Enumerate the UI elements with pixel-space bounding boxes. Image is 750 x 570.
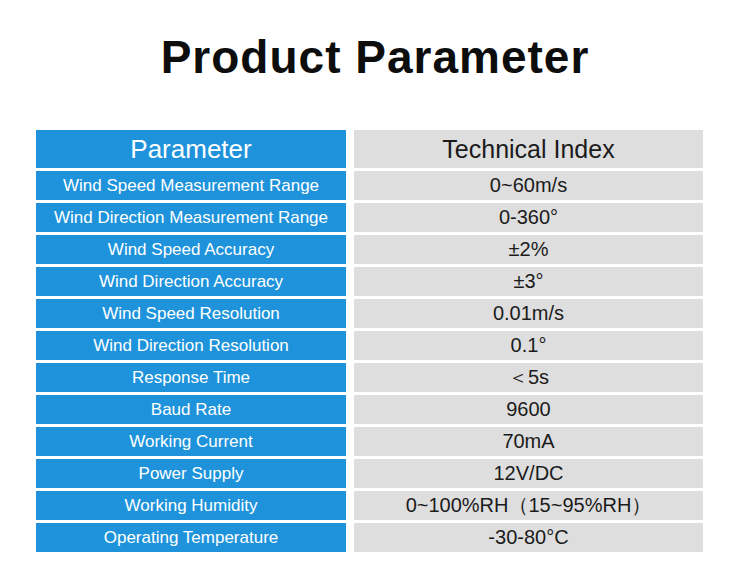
value-cell: 70mA	[354, 427, 703, 456]
parameter-cell: Working Current	[36, 427, 346, 456]
parameter-cell: Response Time	[36, 363, 346, 392]
value-cell: ±2%	[354, 235, 703, 264]
table-header-parameter: Parameter	[36, 130, 346, 168]
value-cell: 12V/DC	[354, 459, 703, 488]
parameter-cell: Power Supply	[36, 459, 346, 488]
value-cell: 0.1°	[354, 331, 703, 360]
parameter-cell: Wind Direction Measurement Range	[36, 203, 346, 232]
parameter-cell: Working Humidity	[36, 491, 346, 520]
parameter-table: Parameter Technical Index Wind Speed Mea…	[36, 130, 703, 552]
value-cell: -30-80°C	[354, 523, 703, 552]
product-parameter-page: Product Parameter Parameter Technical In…	[0, 0, 750, 570]
value-cell: 0.01m/s	[354, 299, 703, 328]
parameter-cell: Wind Speed Resolution	[36, 299, 346, 328]
page-title: Product Parameter	[0, 30, 750, 84]
parameter-cell: Wind Speed Measurement Range	[36, 171, 346, 200]
value-cell: ＜5s	[354, 363, 703, 392]
parameter-cell: Baud Rate	[36, 395, 346, 424]
parameter-cell: Wind Direction Accuracy	[36, 267, 346, 296]
value-cell: 9600	[354, 395, 703, 424]
value-cell: 0-360°	[354, 203, 703, 232]
value-cell: ±3°	[354, 267, 703, 296]
parameter-cell: Operating Temperature	[36, 523, 346, 552]
parameter-cell: Wind Speed Accuracy	[36, 235, 346, 264]
table-header-technical-index: Technical Index	[354, 130, 703, 168]
value-cell: 0~60m/s	[354, 171, 703, 200]
value-cell: 0~100%RH（15~95%RH）	[354, 491, 703, 520]
parameter-cell: Wind Direction Resolution	[36, 331, 346, 360]
